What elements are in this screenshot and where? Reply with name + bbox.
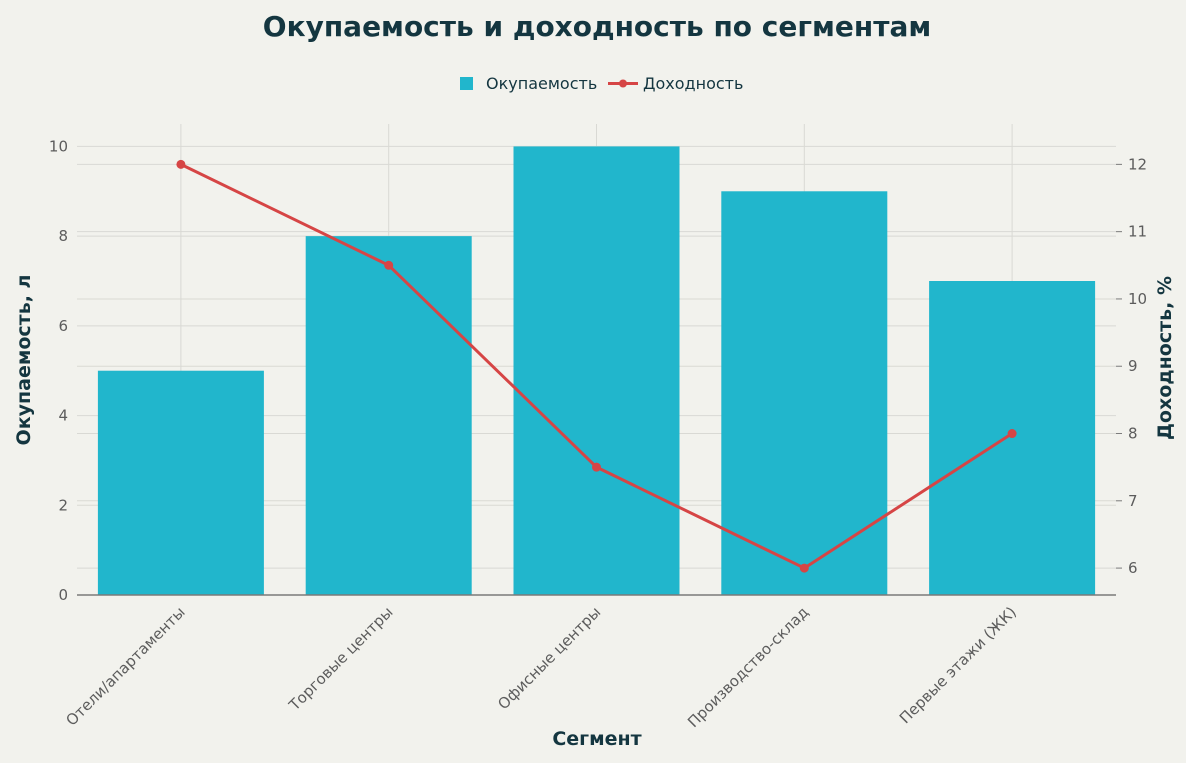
y2-tick-label: 12 — [1128, 155, 1147, 173]
y2-tick-label: 8 — [1128, 425, 1138, 443]
point-dohodnost — [176, 159, 186, 169]
legend: Окупаемость Доходность — [460, 74, 743, 93]
chart-title: Окупаемость и доходность по сегментам — [263, 10, 931, 43]
bar-okupaemost — [721, 191, 888, 596]
x-tick-label: Первые этажи (ЖК) — [896, 603, 1020, 727]
yield-line — [176, 159, 1017, 573]
y2-tick-label: 11 — [1128, 223, 1147, 241]
y2-tick-label: 7 — [1128, 492, 1138, 510]
y2-tick-label: 6 — [1128, 559, 1138, 577]
bars — [97, 146, 1096, 596]
legend-line-label: Доходность — [643, 74, 743, 93]
y-tick-label: 0 — [58, 586, 68, 604]
axes — [77, 163, 1122, 596]
x-axis-title: Сегмент — [552, 728, 641, 750]
point-dohodnost — [592, 462, 601, 472]
legend-line-marker — [619, 79, 627, 88]
bar-okupaemost — [305, 236, 472, 595]
bar-okupaemost — [513, 146, 680, 595]
y-axis-title: Окупаемость, л — [13, 275, 35, 446]
y-tick-label: 8 — [58, 227, 68, 245]
point-dohodnost — [384, 260, 394, 270]
x-tick-label: Отели/апартаменты — [62, 603, 188, 729]
y-tick-label: 2 — [58, 496, 68, 514]
x-tick-label: Производство-склад — [684, 603, 812, 731]
y2-tick-label: 10 — [1128, 290, 1147, 308]
x-tick-label: Офисные центры — [494, 603, 604, 713]
x-tick-label: Торговые центры — [285, 603, 397, 715]
point-dohodnost — [1007, 429, 1017, 439]
legend-bar-swatch — [460, 77, 473, 90]
legend-bar-label: Окупаемость — [486, 74, 597, 93]
y2-tick-label: 9 — [1128, 357, 1138, 375]
y2-axis-title: Доходность, % — [1154, 276, 1176, 440]
y-tick-label: 10 — [49, 137, 68, 155]
y-tick-label: 4 — [58, 407, 68, 425]
y-tick-label: 6 — [58, 317, 68, 335]
bar-okupaemost — [97, 370, 264, 595]
point-dohodnost — [799, 563, 809, 573]
